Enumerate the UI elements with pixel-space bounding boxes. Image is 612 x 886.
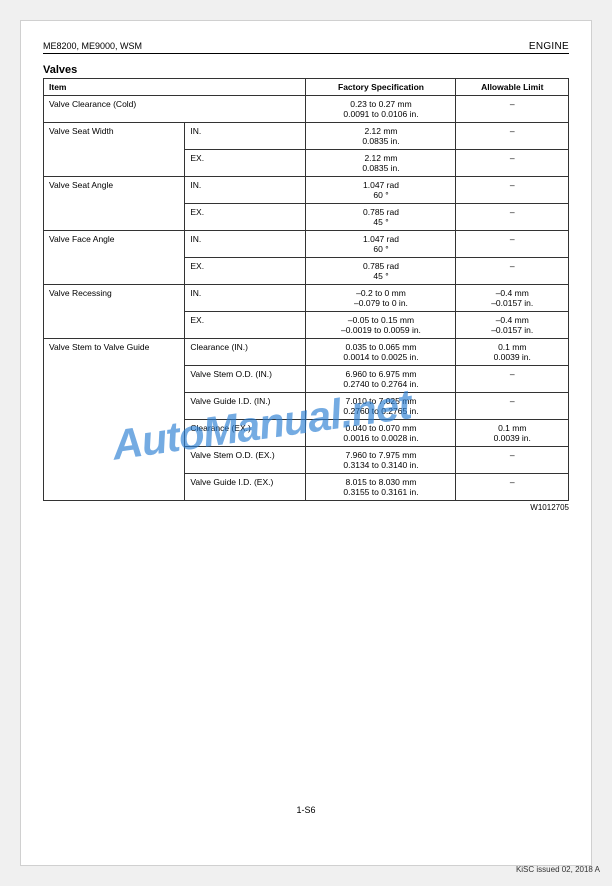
table-row: Valve Stem to Valve GuideClearance (IN.)… bbox=[44, 339, 569, 366]
table-row: Valve Clearance (Cold)0.23 to 0.27 mm0.0… bbox=[44, 96, 569, 123]
cell-spec: 2.12 mm0.0835 in. bbox=[306, 123, 456, 150]
table-row: Valve RecessingIN.–0.2 to 0 mm–0.079 to … bbox=[44, 285, 569, 312]
cell-subtype: EX. bbox=[185, 312, 306, 339]
cell-subtype: EX. bbox=[185, 258, 306, 285]
section-title: Valves bbox=[43, 64, 569, 76]
cell-subtype: EX. bbox=[185, 204, 306, 231]
cell-limit: – bbox=[456, 123, 569, 150]
cell-subtype: IN. bbox=[185, 177, 306, 204]
cell-item: Valve Clearance (Cold) bbox=[44, 96, 306, 123]
cell-spec: 0.040 to 0.070 mm0.0016 to 0.0028 in. bbox=[306, 420, 456, 447]
page: ME8200, ME9000, WSM ENGINE Valves Item F… bbox=[20, 20, 592, 866]
cell-limit: –0.4 mm–0.0157 in. bbox=[456, 312, 569, 339]
cell-spec: 0.785 rad45 ° bbox=[306, 204, 456, 231]
cell-spec: 1.047 rad60 ° bbox=[306, 177, 456, 204]
cell-limit: – bbox=[456, 393, 569, 420]
header-left: ME8200, ME9000, WSM bbox=[43, 41, 142, 52]
cell-spec: 0.785 rad45 ° bbox=[306, 258, 456, 285]
cell-item: Valve Seat Angle bbox=[44, 177, 185, 231]
cell-limit: 0.1 mm0.0039 in. bbox=[456, 420, 569, 447]
cell-subtype: Valve Stem O.D. (IN.) bbox=[185, 366, 306, 393]
cell-limit: – bbox=[456, 204, 569, 231]
cell-item: Valve Recessing bbox=[44, 285, 185, 339]
cell-spec: 7.010 to 7.025 mm0.2760 to 0.2765 in. bbox=[306, 393, 456, 420]
cell-subtype: Clearance (IN.) bbox=[185, 339, 306, 366]
cell-spec: 8.015 to 8.030 mm0.3155 to 0.3161 in. bbox=[306, 474, 456, 501]
cell-spec: 2.12 mm0.0835 in. bbox=[306, 150, 456, 177]
cell-spec: 6.960 to 6.975 mm0.2740 to 0.2764 in. bbox=[306, 366, 456, 393]
page-header: ME8200, ME9000, WSM ENGINE bbox=[43, 41, 569, 54]
cell-subtype: Valve Guide I.D. (EX.) bbox=[185, 474, 306, 501]
reference-code: W1012705 bbox=[43, 503, 569, 512]
cell-spec: 7.960 to 7.975 mm0.3134 to 0.3140 in. bbox=[306, 447, 456, 474]
cell-spec: 1.047 rad60 ° bbox=[306, 231, 456, 258]
table-row: Valve Seat AngleIN.1.047 rad60 °– bbox=[44, 177, 569, 204]
cell-spec: 0.23 to 0.27 mm0.0091 to 0.0106 in. bbox=[306, 96, 456, 123]
cell-spec: –0.05 to 0.15 mm–0.0019 to 0.0059 in. bbox=[306, 312, 456, 339]
cell-subtype: IN. bbox=[185, 231, 306, 258]
cell-limit: – bbox=[456, 96, 569, 123]
th-spec: Factory Specification bbox=[306, 79, 456, 96]
page-number: 1-S6 bbox=[21, 805, 591, 815]
cell-limit: 0.1 mm0.0039 in. bbox=[456, 339, 569, 366]
cell-limit: – bbox=[456, 366, 569, 393]
cell-limit: – bbox=[456, 231, 569, 258]
th-limit: Allowable Limit bbox=[456, 79, 569, 96]
cell-limit: – bbox=[456, 447, 569, 474]
cell-limit: – bbox=[456, 177, 569, 204]
cell-limit: – bbox=[456, 474, 569, 501]
cell-item: Valve Face Angle bbox=[44, 231, 185, 285]
cell-subtype: Valve Guide I.D. (IN.) bbox=[185, 393, 306, 420]
cell-subtype: IN. bbox=[185, 285, 306, 312]
footer-issued: KiSC issued 02, 2018 A bbox=[516, 865, 600, 874]
cell-item: Valve Stem to Valve Guide bbox=[44, 339, 185, 501]
cell-limit: – bbox=[456, 150, 569, 177]
cell-subtype: Valve Stem O.D. (EX.) bbox=[185, 447, 306, 474]
table-row: Valve Seat WidthIN.2.12 mm0.0835 in.– bbox=[44, 123, 569, 150]
cell-subtype: IN. bbox=[185, 123, 306, 150]
cell-spec: –0.2 to 0 mm–0.079 to 0 in. bbox=[306, 285, 456, 312]
cell-spec: 0.035 to 0.065 mm0.0014 to 0.0025 in. bbox=[306, 339, 456, 366]
th-item: Item bbox=[44, 79, 306, 96]
header-right: ENGINE bbox=[529, 41, 569, 52]
cell-subtype: EX. bbox=[185, 150, 306, 177]
cell-item: Valve Seat Width bbox=[44, 123, 185, 177]
cell-limit: –0.4 mm–0.0157 in. bbox=[456, 285, 569, 312]
table-body: Valve Clearance (Cold)0.23 to 0.27 mm0.0… bbox=[44, 96, 569, 501]
cell-subtype: Clearance (EX.) bbox=[185, 420, 306, 447]
cell-limit: – bbox=[456, 258, 569, 285]
valves-table: Item Factory Specification Allowable Lim… bbox=[43, 78, 569, 501]
table-row: Valve Face AngleIN.1.047 rad60 °– bbox=[44, 231, 569, 258]
